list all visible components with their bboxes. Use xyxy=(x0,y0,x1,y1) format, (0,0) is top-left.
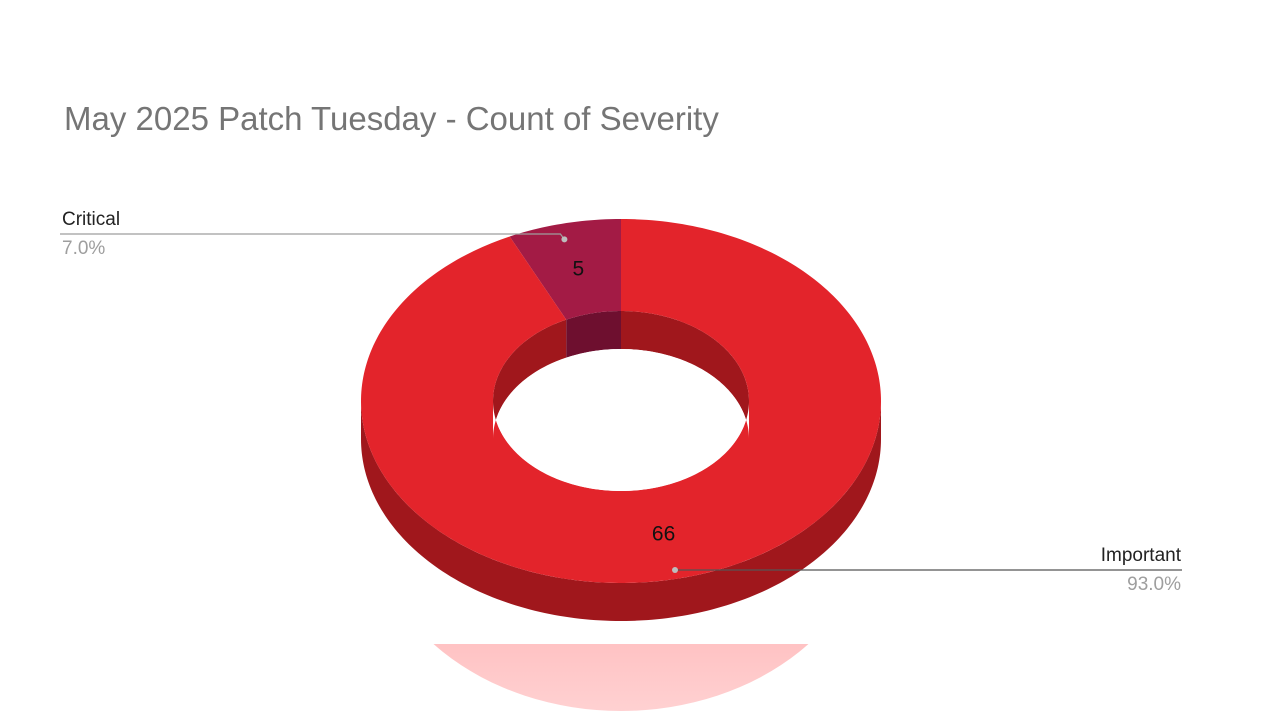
slice-side-important xyxy=(361,401,881,621)
data-label-important: 66 xyxy=(652,523,675,546)
chart-title: May 2025 Patch Tuesday - Count of Severi… xyxy=(64,100,719,137)
legend-percent-important: 93.0% xyxy=(1127,574,1181,595)
leader-dot-important xyxy=(672,567,678,573)
slice-inner-wall-important xyxy=(493,319,567,439)
legend-label-critical: Critical xyxy=(62,209,121,230)
leader-line-critical xyxy=(60,233,565,240)
slice-top-important xyxy=(361,219,881,583)
chart-reflection xyxy=(433,644,809,711)
slice-top-critical xyxy=(509,219,621,320)
slice-inner-wall-critical xyxy=(566,311,621,358)
legend-label-important: Important xyxy=(1100,545,1181,566)
donut-hole xyxy=(493,349,749,491)
slice-inner-wall-important xyxy=(621,311,749,439)
legend-percent-critical: 7.0% xyxy=(62,238,106,259)
data-label-critical: 5 xyxy=(573,257,585,280)
leader-dot-critical xyxy=(561,236,568,243)
